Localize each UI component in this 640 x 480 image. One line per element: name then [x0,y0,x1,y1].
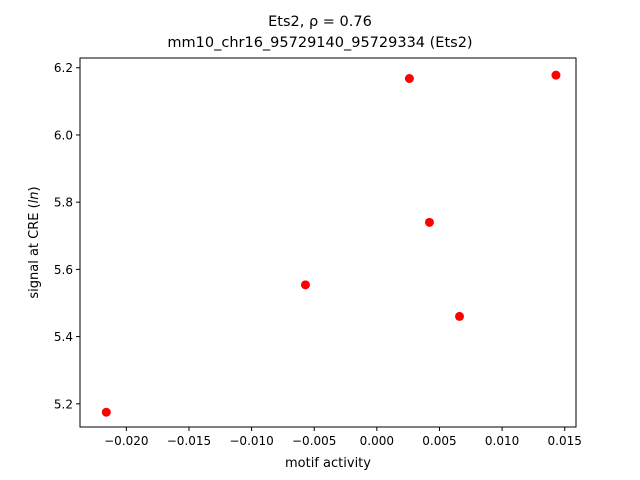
data-points [101,70,561,417]
y-tick-label: 6.0 [54,128,73,142]
data-point [424,217,434,227]
x-tick-label: 0.000 [360,434,394,448]
y-tick-label: 6.2 [54,61,73,75]
x-tick-label: 0.010 [485,434,519,448]
y-axis-label: signal at CRE (ln) [27,186,42,298]
y-axis-ticks: 5.2 5.4 5.6 5.8 6.0 6.2 [54,61,80,411]
x-tick-label: −0.005 [292,434,336,448]
plot-area-frame [79,57,577,428]
y-tick-label: 5.8 [54,196,73,210]
x-axis-ticks: −0.020 −0.015 −0.010 −0.005 0.000 0.005 0.010 0… [104,427,582,448]
data-point [551,70,561,80]
data-point [455,311,465,321]
data-point [300,280,310,290]
x-tick-label: −0.015 [167,434,211,448]
chart-title-line-1: Ets2, ρ = 0.76 [268,14,372,30]
x-tick-label: −0.020 [104,434,148,448]
chart-title-line-2: mm10_chr16_95729140_95729334 (Ets2) [167,35,473,51]
x-tick-label: −0.010 [229,434,273,448]
y-tick-label: 5.6 [54,263,73,277]
x-tick-label: 0.015 [548,434,582,448]
y-tick-label: 5.2 [54,397,73,411]
data-point [404,74,414,83]
x-axis-label: motif activity [285,456,371,471]
y-tick-label: 5.4 [54,330,73,344]
data-point [101,407,111,417]
x-tick-label: 0.005 [422,434,456,448]
